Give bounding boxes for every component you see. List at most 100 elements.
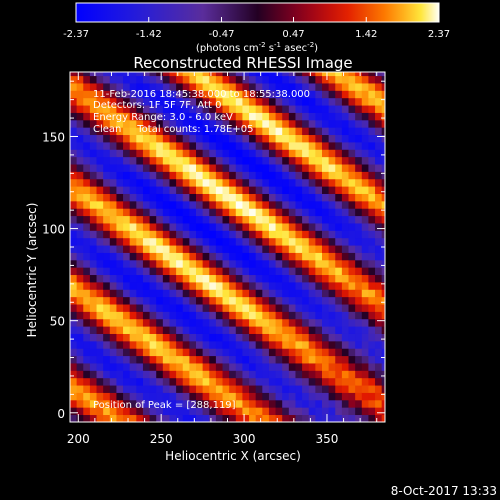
heatmap-cell: [162, 223, 170, 231]
heatmap-cell: [268, 90, 276, 99]
heatmap-cell: [249, 186, 257, 194]
heatmap-cell: [375, 230, 383, 239]
heatmap-cell: [83, 348, 91, 357]
heatmap-cell: [70, 156, 78, 165]
heatmap-cell: [282, 245, 290, 253]
heatmap-cell: [282, 407, 290, 416]
heatmap-cell: [268, 363, 276, 371]
heatmap-cell: [355, 193, 363, 202]
heatmap-cell: [142, 75, 150, 84]
heatmap-cell: [275, 318, 283, 327]
heatmap-cell: [381, 127, 385, 136]
heatmap-cell: [89, 304, 97, 312]
heatmap-cell: [162, 355, 170, 364]
heatmap-cell: [129, 407, 137, 416]
heatmap-cell: [229, 97, 237, 106]
heatmap-cell: [229, 200, 237, 209]
heatmap-cell: [109, 142, 117, 150]
heatmap-cell: [268, 149, 276, 158]
heatmap-cell: [295, 407, 303, 416]
heatmap-cell: [275, 333, 283, 342]
heatmap-cell: [116, 399, 124, 408]
heatmap-cell: [182, 304, 190, 312]
heatmap-cell: [335, 223, 343, 231]
heatmap-cell: [83, 230, 91, 239]
heatmap-cell: [209, 178, 217, 187]
heatmap-cell: [76, 348, 84, 357]
heatmap-cell: [335, 274, 343, 283]
heatmap-cell: [295, 171, 303, 180]
heatmap-cell: [103, 267, 111, 276]
heatmap-cell: [76, 178, 84, 187]
heatmap-cell: [169, 267, 177, 276]
heatmap-cell: [235, 252, 243, 261]
heatmap-cell: [182, 83, 190, 91]
heatmap-cell: [361, 245, 369, 253]
heatmap-cell: [348, 134, 356, 143]
heatmap-cell: [295, 223, 303, 231]
heatmap-cell: [136, 178, 144, 187]
heatmap-cell: [176, 304, 184, 312]
heatmap-cell: [355, 326, 363, 334]
heatmap-cell: [196, 245, 204, 253]
heatmap-cell: [235, 245, 243, 253]
heatmap-cell: [83, 156, 91, 165]
heatmap-cell: [209, 252, 217, 261]
heatmap-cell: [83, 370, 91, 379]
heatmap-cell: [129, 311, 137, 320]
heatmap-cell: [381, 83, 385, 91]
heatmap-cell: [315, 392, 323, 401]
heatmap-cell: [176, 186, 184, 194]
heatmap-cell: [96, 259, 104, 268]
heatmap-cell: [302, 259, 310, 268]
heatmap-cell: [109, 178, 117, 187]
heatmap-cell: [196, 259, 204, 268]
heatmap-cell: [136, 156, 144, 165]
heatmap-cell: [196, 318, 204, 327]
heatmap-cell: [288, 348, 296, 357]
heatmap-cell: [335, 355, 343, 364]
heatmap-cell: [361, 200, 369, 209]
heatmap-cell: [249, 105, 257, 113]
heatmap-cell: [70, 274, 78, 283]
heatmap-cell: [295, 149, 303, 158]
heatmap-cell: [196, 215, 204, 224]
heatmap-cell: [308, 326, 316, 334]
heatmap-cell: [156, 340, 164, 349]
heatmap-cell: [202, 333, 210, 342]
heatmap-cell: [116, 355, 124, 364]
heatmap-cell: [381, 370, 385, 379]
heatmap-cell: [361, 105, 369, 113]
heatmap-cell: [242, 178, 250, 187]
heatmap-cell: [189, 282, 197, 290]
heatmap-cell: [235, 75, 243, 84]
heatmap-cell: [149, 363, 157, 371]
heatmap-cell: [136, 363, 144, 371]
heatmap-cell: [255, 348, 263, 357]
heatmap-cell: [322, 215, 330, 224]
heatmap-cell: [222, 311, 230, 320]
heatmap-cell: [169, 282, 177, 290]
heatmap-cell: [149, 377, 157, 386]
heatmap-cell: [375, 296, 383, 305]
heatmap-cell: [189, 340, 197, 349]
heatmap-cell: [182, 134, 190, 143]
heatmap-cell: [368, 149, 376, 158]
heatmap-cell: [315, 156, 323, 165]
heatmap-cell: [176, 134, 184, 143]
heatmap-cell: [328, 267, 336, 276]
heatmap-cell: [308, 164, 316, 172]
heatmap-cell: [229, 399, 237, 408]
heatmap-cell: [229, 112, 237, 121]
heatmap-cell: [162, 282, 170, 290]
heatmap-cell: [129, 304, 137, 312]
heatmap-cell: [302, 200, 310, 209]
heatmap-cell: [381, 318, 385, 327]
heatmap-cell: [162, 149, 170, 158]
heatmap-cell: [341, 142, 349, 150]
heatmap-cell: [308, 186, 316, 194]
heatmap-cell: [341, 363, 349, 371]
heatmap-cell: [215, 407, 223, 416]
heatmap-cell: [328, 171, 336, 180]
heatmap-cell: [381, 363, 385, 371]
